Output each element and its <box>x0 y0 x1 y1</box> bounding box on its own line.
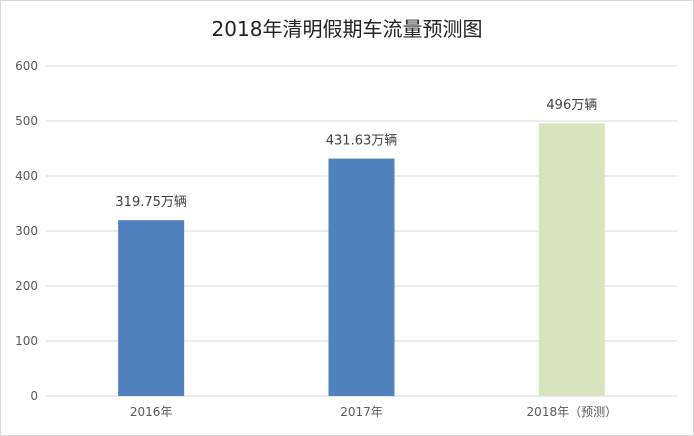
data-label: 496万辆 <box>546 98 597 113</box>
y-tick-label: 600 <box>15 59 38 73</box>
data-label: 319.75万辆 <box>115 195 187 210</box>
y-tick-label: 100 <box>15 334 38 348</box>
x-tick-label: 2017年 <box>340 405 383 419</box>
x-tick-label: 2018年（预测） <box>527 405 618 419</box>
y-tick-label: 0 <box>30 389 38 403</box>
bar <box>118 220 185 396</box>
data-label: 431.63万辆 <box>326 134 398 149</box>
x-tick-label: 2016年 <box>130 405 173 419</box>
bar <box>328 158 395 396</box>
bar <box>538 123 605 396</box>
y-tick-label: 200 <box>15 279 38 293</box>
y-tick-label: 400 <box>15 169 38 183</box>
chart-title: 2018年清明假期车流量预测图 <box>211 17 483 41</box>
y-tick-label: 300 <box>15 224 38 238</box>
y-tick-label: 500 <box>15 114 38 128</box>
